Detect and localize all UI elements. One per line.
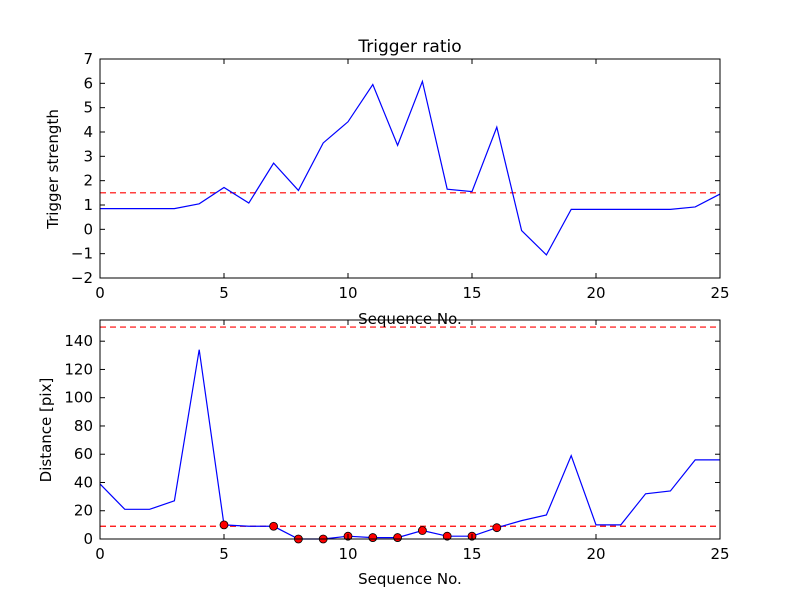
bottom-chart-ylabel: Distance [pix] [37,378,55,483]
bottom-chart-marker-point [417,526,427,535]
top-chart-y-tick-label: −2 [71,269,93,287]
bottom-chart-x-tick-label: 15 [462,545,481,563]
bottom-chart-x-tick-label: 5 [219,545,229,563]
bottom-chart-marker-point [393,533,403,542]
top-chart-series-line-0 [100,79,721,256]
bottom-chart-y-tick-label: 20 [74,502,93,520]
bottom-chart-y-tick-label: 80 [74,417,93,435]
top-chart-y-tick-label: 4 [83,123,93,141]
top-chart-x-tick-label: 25 [710,284,729,302]
bottom-chart-panel: 0 5 10 15 20 25 0 20 40 60 80 100 120 140 [64,319,730,563]
bottom-chart-y-tick-label: 120 [64,360,93,378]
bottom-chart-series-line-0 [99,349,720,540]
top-chart-y-tick-label: 1 [83,196,93,214]
top-chart-y-tick-label: 3 [83,147,93,165]
bottom-chart-y-tick-label: 100 [64,389,93,407]
bottom-chart-marker-point [269,521,279,531]
top-chart-y-tick-label: 7 [83,50,93,68]
bottom-chart-marker-point [368,533,378,542]
top-chart-ylabel: Trigger strength [44,109,62,230]
bottom-chart-y-tick-label: 0 [83,530,93,548]
bottom-chart-marker-point [492,523,502,533]
bottom-chart-y-tick-label: 140 [64,332,93,350]
bottom-chart-axes-frame [99,319,721,540]
top-chart-x-tick-label: 20 [586,284,605,302]
top-chart-x-tick-label: 15 [462,284,481,302]
top-chart-y-tick-label: −1 [71,245,93,263]
bottom-chart-x-tick-label: 10 [338,545,357,563]
top-chart-xlabel: Sequence No. [358,310,462,328]
top-chart-x-tick-label: 10 [338,284,357,302]
top-chart-title: Trigger ratio [357,37,461,57]
bottom-chart-xlabel: Sequence No. [358,570,462,588]
bottom-chart-y-tick-label: 40 [74,473,93,491]
top-chart-y-tick-label: 5 [83,99,93,117]
bottom-chart-x-tick-label: 20 [586,545,605,563]
top-chart-panel: 0 5 10 15 20 25 −2 −1 0 1 2 3 4 5 6 7 [71,50,730,302]
bottom-chart-y-tick-label: 60 [74,445,93,463]
bottom-chart-x-tick-label: 0 [95,545,105,563]
top-chart-axes-frame [99,58,721,279]
top-chart-y-tick-label: 0 [83,220,93,238]
bottom-chart-marker-point [219,520,229,530]
bottom-chart-x-tick-label: 25 [710,545,729,563]
top-chart-y-tick-label: 6 [83,74,93,92]
bottom-chart-marker-point [442,531,452,541]
top-chart-x-tick-label: 0 [95,284,105,302]
top-chart-x-tick-label: 5 [219,284,229,302]
top-chart-y-tick-label: 2 [83,172,93,190]
